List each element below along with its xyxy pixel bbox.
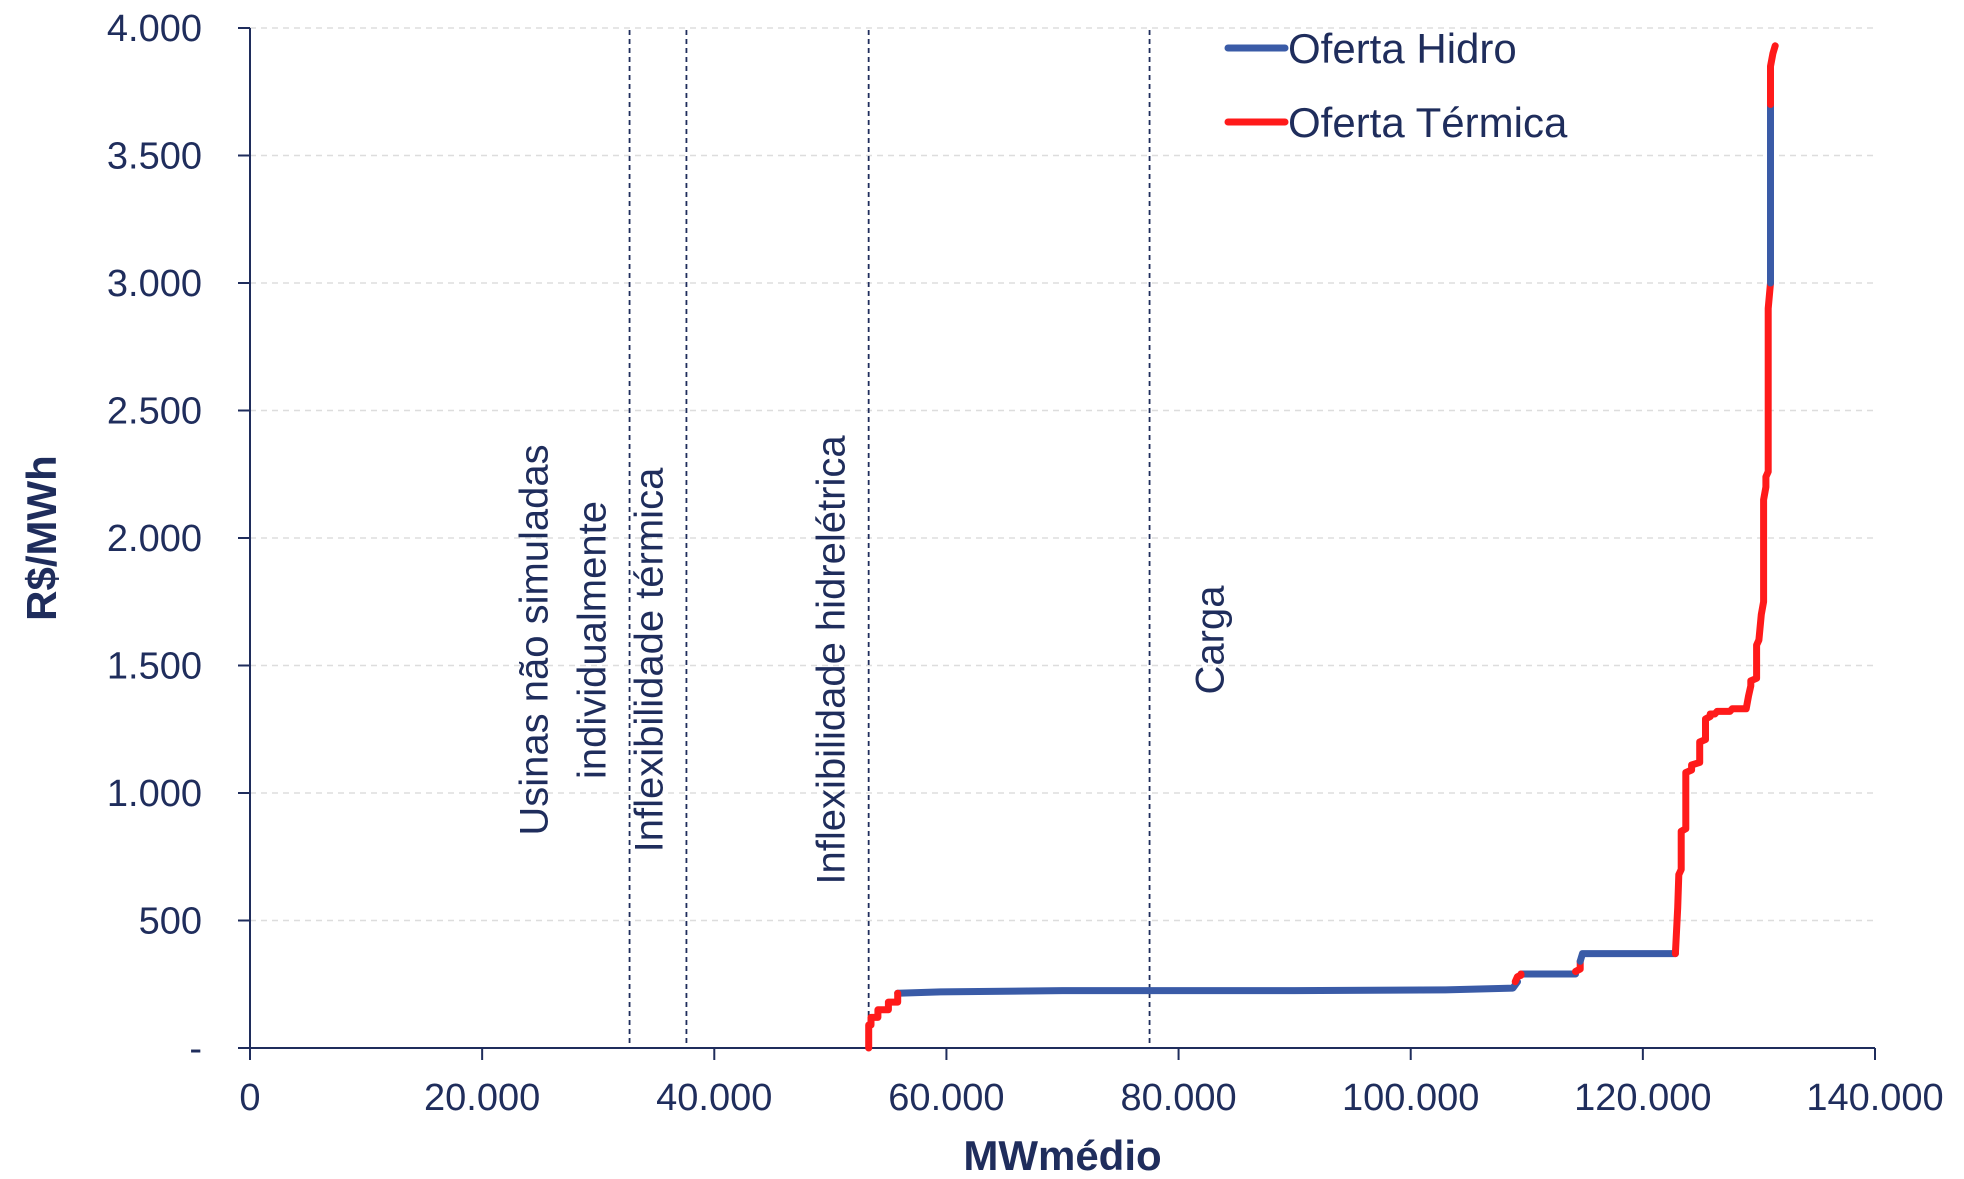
region-label: individualmente bbox=[571, 501, 615, 779]
y-tick-label: 1.000 bbox=[107, 773, 202, 815]
region-label-group: Carga bbox=[1189, 585, 1233, 695]
y-tick-label: 2.500 bbox=[107, 391, 202, 433]
y-tick-label: - bbox=[189, 1028, 202, 1070]
x-axis-title: MWmédio bbox=[963, 1132, 1161, 1179]
y-tick-label: 3.000 bbox=[107, 263, 202, 305]
region-label-group: Inflexibilidade hidrelétrica bbox=[810, 435, 854, 885]
series-line-oferta-hidro bbox=[894, 978, 1521, 997]
series-lines bbox=[865, 42, 1779, 1052]
region-label-group: Usinas não simuladas individualmente bbox=[513, 444, 615, 835]
series-line-oferta-termica bbox=[1511, 970, 1525, 986]
x-tick-label: 0 bbox=[239, 1077, 260, 1119]
y-axis-title: R$/MWh bbox=[18, 455, 65, 621]
legend: Oferta Hidro Oferta Térmica bbox=[1224, 25, 1568, 146]
region-label: Inflexibilidade térmica bbox=[627, 467, 671, 852]
legend-label-hidro: Oferta Hidro bbox=[1288, 25, 1517, 72]
x-tick-label: 20.000 bbox=[424, 1077, 540, 1119]
series-line-oferta-termica bbox=[1767, 42, 1779, 108]
y-tick-label: 3.500 bbox=[107, 136, 202, 178]
series-line-oferta-termica bbox=[1671, 279, 1774, 958]
series-line-oferta-hidro bbox=[1576, 950, 1679, 965]
x-tick-label: 100.000 bbox=[1342, 1077, 1479, 1119]
region-label: Usinas não simuladas bbox=[513, 444, 557, 835]
y-tick-label: 4.000 bbox=[107, 8, 202, 50]
y-tick-label: 1.500 bbox=[107, 646, 202, 688]
axes: - 500 1.000 1.500 2.000 2.500 3.000 3.500 4.000 0… bbox=[107, 8, 1944, 1119]
series-line-oferta-termica bbox=[865, 989, 902, 1052]
region-label: Carga bbox=[1189, 585, 1233, 695]
x-tick-label: 40.000 bbox=[656, 1077, 772, 1119]
region-labels: Usinas não simuladas individualmente Infle… bbox=[513, 435, 1233, 885]
x-tick-label: 120.000 bbox=[1574, 1077, 1711, 1119]
y-tick-label: 500 bbox=[139, 901, 202, 943]
x-tick-label: 60.000 bbox=[888, 1077, 1004, 1119]
y-tick-label: 2.000 bbox=[107, 518, 202, 560]
region-label: Inflexibilidade hidrelétrica bbox=[810, 435, 854, 885]
legend-label-termica: Oferta Térmica bbox=[1288, 99, 1568, 146]
region-separators bbox=[628, 30, 1151, 1048]
grid-lines bbox=[250, 27, 1875, 922]
region-label-group: Inflexibilidade térmica bbox=[627, 467, 671, 852]
x-tick-label: 140.000 bbox=[1806, 1077, 1943, 1119]
x-tick-label: 80.000 bbox=[1120, 1077, 1236, 1119]
